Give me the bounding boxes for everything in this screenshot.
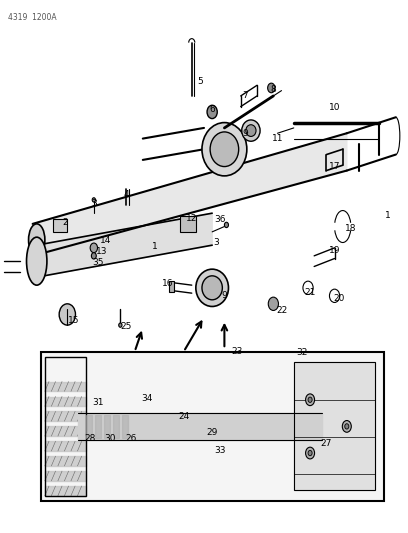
Text: 9: 9 (222, 292, 227, 300)
Text: 11: 11 (272, 134, 283, 143)
Ellipse shape (345, 424, 349, 429)
Text: 24: 24 (178, 413, 189, 421)
Text: 25: 25 (121, 322, 132, 330)
Text: 31: 31 (92, 398, 104, 407)
Bar (53, 219, 67, 232)
Text: 1: 1 (152, 242, 158, 251)
Ellipse shape (308, 450, 312, 456)
Ellipse shape (202, 276, 222, 300)
Polygon shape (45, 441, 86, 451)
Ellipse shape (210, 132, 239, 166)
Text: 28: 28 (84, 434, 95, 442)
Ellipse shape (27, 237, 47, 285)
Polygon shape (86, 415, 92, 438)
Polygon shape (33, 133, 347, 256)
Polygon shape (122, 415, 128, 438)
Text: 6: 6 (209, 105, 215, 114)
Text: 13: 13 (96, 247, 108, 256)
Text: 17: 17 (329, 162, 340, 171)
Text: 29: 29 (206, 429, 218, 437)
Text: 4: 4 (124, 190, 129, 199)
Text: 21: 21 (304, 288, 316, 296)
Ellipse shape (196, 269, 228, 306)
Text: 36: 36 (215, 215, 226, 224)
Text: 19: 19 (329, 246, 340, 255)
Text: 27: 27 (321, 439, 332, 448)
Text: 22: 22 (276, 306, 287, 314)
Polygon shape (45, 411, 86, 421)
Ellipse shape (202, 123, 247, 176)
Text: 1: 1 (385, 212, 390, 220)
Bar (45, 357, 86, 496)
Polygon shape (78, 413, 322, 440)
Ellipse shape (207, 106, 217, 119)
Ellipse shape (242, 120, 260, 141)
Polygon shape (104, 415, 110, 438)
Text: 15: 15 (68, 317, 79, 325)
Polygon shape (45, 456, 86, 466)
Ellipse shape (268, 83, 275, 93)
Text: 10: 10 (329, 103, 340, 112)
Text: 4319  1200A: 4319 1200A (8, 13, 57, 22)
Polygon shape (45, 426, 86, 436)
Ellipse shape (268, 297, 279, 310)
Bar (41, 352, 384, 501)
Text: 3: 3 (213, 238, 219, 247)
Polygon shape (294, 362, 375, 490)
Text: 5: 5 (197, 77, 203, 85)
Text: 2: 2 (62, 219, 68, 227)
Text: 33: 33 (215, 446, 226, 455)
Ellipse shape (306, 447, 315, 459)
Text: 30: 30 (104, 434, 116, 442)
Ellipse shape (91, 253, 96, 259)
Ellipse shape (246, 125, 256, 136)
Ellipse shape (224, 222, 228, 228)
Ellipse shape (59, 304, 75, 325)
Bar (294, 362, 375, 490)
Ellipse shape (29, 224, 45, 256)
Text: 8: 8 (271, 85, 276, 94)
Polygon shape (95, 415, 101, 438)
Text: 9: 9 (242, 129, 248, 138)
Text: 3: 3 (91, 199, 97, 208)
Text: 35: 35 (92, 258, 104, 266)
Text: 32: 32 (296, 349, 308, 357)
Polygon shape (45, 397, 86, 406)
Polygon shape (37, 213, 212, 277)
Ellipse shape (342, 421, 351, 432)
Text: 34: 34 (141, 394, 153, 403)
Text: 26: 26 (125, 434, 136, 442)
Polygon shape (113, 415, 119, 438)
Bar (180, 216, 196, 232)
Text: 14: 14 (100, 237, 112, 245)
Ellipse shape (308, 397, 312, 402)
Text: 23: 23 (231, 348, 242, 356)
Ellipse shape (306, 394, 315, 406)
Bar (169, 281, 174, 292)
Text: 7: 7 (242, 92, 248, 100)
Ellipse shape (92, 198, 95, 202)
Text: 20: 20 (333, 294, 344, 303)
Ellipse shape (119, 323, 122, 327)
Polygon shape (45, 486, 86, 496)
Text: 16: 16 (162, 279, 173, 288)
Ellipse shape (90, 243, 98, 253)
Text: 12: 12 (186, 214, 197, 223)
Text: 18: 18 (345, 224, 357, 232)
Polygon shape (45, 382, 86, 391)
Polygon shape (45, 471, 86, 481)
